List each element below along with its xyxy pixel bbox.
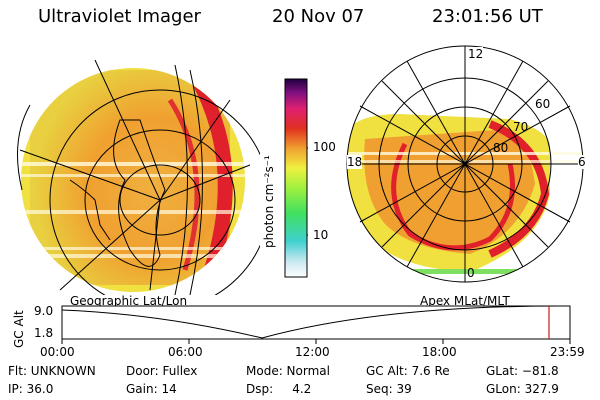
altitude-ytick-bottom: 1.8 bbox=[34, 326, 54, 340]
colorbar-tick-10: 10 bbox=[313, 228, 329, 242]
mlt-18-label: 18 bbox=[347, 155, 363, 169]
status-door: Door: Fullex bbox=[126, 364, 198, 378]
time-label: 23:01:56 UT bbox=[432, 6, 543, 27]
altitude-xtick-1: 06:00 bbox=[168, 345, 203, 359]
mlat-60-label: 60 bbox=[535, 97, 551, 111]
status-flt: Flt: UNKNOWN bbox=[8, 364, 96, 378]
altitude-xtick-0: 00:00 bbox=[40, 345, 75, 359]
mlt-6-label: 6 bbox=[578, 155, 586, 169]
status-gc-alt: GC Alt: 7.6 Re bbox=[366, 364, 450, 378]
altitude-xtick-4: 23:59 bbox=[550, 345, 585, 359]
geographic-image bbox=[17, 59, 260, 295]
status-gain: Gain: 14 bbox=[126, 382, 177, 396]
instrument-title: Ultraviolet Imager bbox=[38, 6, 201, 27]
limb-arc bbox=[17, 104, 31, 191]
colorbar-unit-label: photon cm⁻²s⁻¹ bbox=[262, 155, 276, 248]
geo-aurora-image bbox=[21, 68, 245, 292]
polar-mlat-image bbox=[346, 45, 584, 283]
date-label: 20 Nov 07 bbox=[272, 6, 365, 27]
altitude-xtick-3: 18:00 bbox=[422, 345, 457, 359]
altitude-plot bbox=[61, 305, 571, 344]
altitude-ytick-top: 9.0 bbox=[34, 304, 54, 318]
polar-grid bbox=[346, 45, 584, 283]
status-glon: GLon: 327.9 bbox=[486, 382, 559, 396]
status-ip: IP: 36.0 bbox=[8, 382, 54, 396]
mlat-80-label: 80 bbox=[493, 141, 509, 155]
mlt-12-label: 12 bbox=[468, 47, 484, 61]
polar-panel-label: Apex MLat/MLT bbox=[420, 294, 510, 308]
altitude-xtick-2: 12:00 bbox=[295, 345, 330, 359]
altitude-plot-frame bbox=[61, 305, 571, 340]
mlat-70-label: 70 bbox=[513, 120, 529, 134]
geo-grid bbox=[19, 59, 260, 295]
status-dsp: Dsp: 4.2 bbox=[246, 382, 312, 396]
mlt-0-label: 0 bbox=[467, 266, 475, 280]
status-mode: Mode: Normal bbox=[246, 364, 330, 378]
color-scale-bar bbox=[284, 78, 308, 278]
status-glat: GLat: −81.8 bbox=[486, 364, 559, 378]
geographic-panel-label: Geographic Lat/Lon bbox=[70, 294, 188, 308]
altitude-ylabel: GC Alt bbox=[12, 310, 26, 348]
colorbar-tick-100: 100 bbox=[313, 140, 336, 154]
status-seq: Seq: 39 bbox=[366, 382, 412, 396]
altitude-curve bbox=[61, 305, 561, 339]
